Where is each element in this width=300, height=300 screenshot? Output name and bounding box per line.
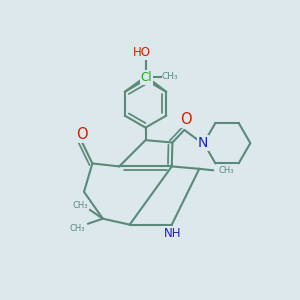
Text: O: O: [141, 70, 150, 83]
Text: Cl: Cl: [140, 71, 152, 84]
Text: HO: HO: [133, 46, 151, 59]
Text: N: N: [198, 136, 208, 150]
Text: CH₃: CH₃: [162, 72, 178, 81]
Text: NH: NH: [164, 226, 182, 239]
Text: CH₃: CH₃: [73, 201, 88, 210]
Text: CH₃: CH₃: [218, 166, 234, 175]
Text: O: O: [181, 112, 192, 127]
Text: O: O: [76, 127, 88, 142]
Text: CH₃: CH₃: [70, 224, 86, 233]
